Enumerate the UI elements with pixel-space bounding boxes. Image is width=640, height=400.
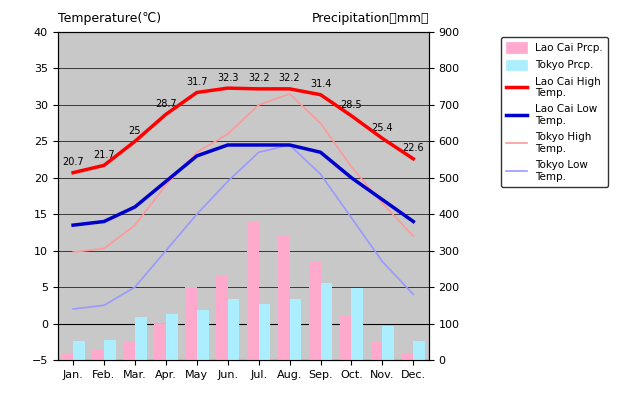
Bar: [340, 316, 351, 360]
Text: 28.7: 28.7: [155, 99, 177, 109]
Bar: [73, 341, 85, 360]
Text: 28.5: 28.5: [340, 100, 362, 110]
Bar: [371, 342, 383, 360]
Bar: [308, 262, 321, 360]
Bar: [166, 314, 178, 360]
Text: 21.7: 21.7: [93, 150, 115, 160]
Text: 25: 25: [129, 126, 141, 136]
Bar: [61, 353, 73, 360]
Bar: [185, 287, 196, 360]
Text: 31.4: 31.4: [310, 79, 332, 89]
Bar: [278, 236, 289, 360]
Bar: [196, 310, 209, 360]
Bar: [259, 304, 271, 360]
Text: Temperature(℃): Temperature(℃): [58, 12, 161, 26]
Bar: [413, 342, 425, 360]
Text: Precipitation（mm）: Precipitation（mm）: [311, 12, 429, 26]
Text: 31.7: 31.7: [186, 77, 207, 87]
Text: 22.6: 22.6: [403, 143, 424, 153]
Bar: [104, 340, 116, 360]
Bar: [135, 317, 147, 360]
Bar: [382, 326, 394, 360]
Text: 20.7: 20.7: [62, 157, 84, 167]
Legend: Lao Cai Prcp., Tokyo Prcp., Lao Cai High
Temp., Lao Cai Low
Temp., Tokyo High
Te: Lao Cai Prcp., Tokyo Prcp., Lao Cai High…: [501, 37, 608, 187]
Bar: [228, 299, 239, 360]
Bar: [351, 288, 364, 360]
Text: 25.4: 25.4: [372, 123, 393, 133]
Bar: [92, 349, 104, 360]
Bar: [401, 353, 413, 360]
Text: 32.2: 32.2: [248, 73, 269, 83]
Text: 32.3: 32.3: [217, 72, 239, 82]
Bar: [289, 299, 301, 360]
Bar: [154, 324, 166, 360]
Text: 32.2: 32.2: [279, 73, 300, 83]
Bar: [123, 342, 135, 360]
Bar: [247, 222, 259, 360]
Bar: [321, 284, 332, 360]
Bar: [216, 276, 228, 360]
